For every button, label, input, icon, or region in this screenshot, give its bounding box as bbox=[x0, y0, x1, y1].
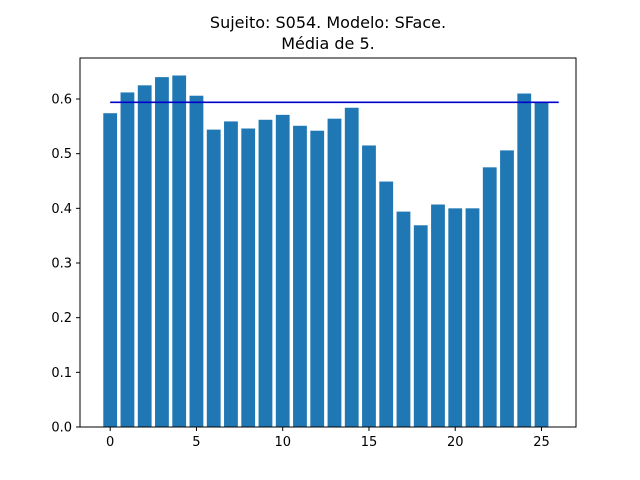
bar-4 bbox=[172, 75, 187, 427]
x-tick-label-15: 15 bbox=[361, 435, 378, 450]
bars-group bbox=[103, 75, 549, 428]
bar-0 bbox=[103, 113, 118, 428]
bar-14 bbox=[344, 107, 359, 427]
y-tick-label-0.3: 0.3 bbox=[51, 257, 72, 272]
bar-11 bbox=[293, 125, 307, 427]
bar-24 bbox=[517, 93, 532, 428]
chart-title-line-2: Média de 5. bbox=[281, 34, 375, 53]
y-tick-label-0.4: 0.4 bbox=[51, 202, 72, 217]
bar-10 bbox=[275, 114, 290, 427]
chart-title-line-1: Sujeito: S054. Modelo: SFace. bbox=[210, 13, 446, 32]
bar-18 bbox=[413, 225, 428, 427]
bar-25 bbox=[534, 102, 549, 427]
bar-2 bbox=[137, 85, 152, 427]
bar-23 bbox=[500, 150, 514, 428]
bar-16 bbox=[379, 181, 394, 427]
bar-9 bbox=[258, 119, 273, 428]
x-axis: 0 5 10 15 20 25 bbox=[106, 427, 550, 450]
bar-8 bbox=[241, 128, 256, 427]
bar-22 bbox=[482, 167, 497, 428]
bar-15 bbox=[362, 145, 376, 427]
y-tick-label-0.5: 0.5 bbox=[51, 147, 72, 162]
y-tick-label-0.6: 0.6 bbox=[51, 93, 72, 108]
bar-7 bbox=[224, 121, 238, 427]
bar-12 bbox=[310, 130, 325, 427]
y-axis: 0.0 0.1 0.2 0.3 0.4 0.5 0.6 bbox=[51, 93, 80, 436]
x-tick-label-25: 25 bbox=[533, 435, 550, 450]
bar-19 bbox=[431, 204, 445, 427]
y-tick-label-0.2: 0.2 bbox=[51, 311, 72, 326]
bar-1 bbox=[120, 92, 135, 427]
bar-3 bbox=[155, 77, 169, 427]
x-tick-label-5: 5 bbox=[192, 435, 200, 450]
bar-20 bbox=[448, 208, 463, 427]
bar-6 bbox=[206, 129, 221, 427]
y-tick-label-0.0: 0.0 bbox=[51, 421, 72, 436]
x-tick-label-10: 10 bbox=[274, 435, 291, 450]
bar-5 bbox=[189, 95, 204, 427]
plot-frame bbox=[79, 57, 577, 428]
x-tick-label-0: 0 bbox=[106, 435, 114, 450]
y-tick-label-0.1: 0.1 bbox=[51, 366, 72, 381]
x-tick-label-20: 20 bbox=[447, 435, 464, 450]
bar-17 bbox=[396, 211, 411, 427]
bar-21 bbox=[465, 208, 480, 427]
bar-13 bbox=[327, 118, 342, 428]
